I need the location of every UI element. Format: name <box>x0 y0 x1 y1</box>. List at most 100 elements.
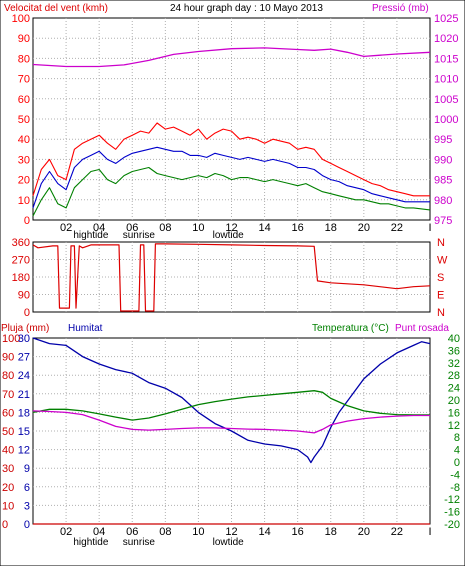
compass-y-tick: E <box>437 290 444 302</box>
temperature-y-tick: 12 <box>448 420 460 432</box>
humidity-y-tick: 3 <box>24 500 30 512</box>
time-tick-label: 16 <box>292 526 304 538</box>
wind-y-tick: 50 <box>18 114 30 126</box>
pressure-title: Pressió (mb) <box>372 3 429 14</box>
rain-y-tick: 70 <box>2 389 14 401</box>
wind-gust-line <box>32 122 430 197</box>
direction-y-tick: 270 <box>12 255 30 267</box>
time-tick-label: I <box>428 526 431 538</box>
direction-line <box>32 243 431 312</box>
time-tick-label: I <box>428 222 431 234</box>
pressure-y-tick: 995 <box>434 134 452 146</box>
time-tick-label: 04 <box>93 526 105 538</box>
wind-y-tick: 30 <box>18 154 30 166</box>
temperature-y-tick: 36 <box>448 345 460 357</box>
wind-title: Velocitat del vent (kmh) <box>4 3 108 14</box>
tide-label: hightide <box>73 230 108 241</box>
wind-y-tick: 60 <box>18 94 30 106</box>
time-tick-label: 02 <box>60 526 72 538</box>
humidity-y-tick: 21 <box>18 389 30 401</box>
wind-y-tick: 90 <box>18 33 30 45</box>
pressure-y-tick: 1025 <box>434 13 458 25</box>
graph-title: 24 hour graph day : 10 Mayo 2013 <box>170 3 323 14</box>
time-tick-label: 22 <box>391 526 403 538</box>
pressure-y-tick: 990 <box>434 154 452 166</box>
time-tick-label: 20 <box>358 526 370 538</box>
wind-y-tick: 20 <box>18 175 30 187</box>
rain-y-tick: 20 <box>2 482 14 494</box>
time-tick-label: 02 <box>60 222 72 234</box>
temperature-y-tick: 4 <box>454 445 460 457</box>
direction-y-tick: 360 <box>12 237 30 249</box>
dewpoint-label: Punt rosada <box>395 323 449 334</box>
tide-label: sunrise <box>123 537 156 548</box>
pressure-y-tick: 980 <box>434 195 452 207</box>
wind-y-tick: 40 <box>18 134 30 146</box>
time-tick-label: 14 <box>258 222 270 234</box>
rain-y-tick: 50 <box>2 426 14 438</box>
time-tick-label: 14 <box>258 526 270 538</box>
temperature-y-tick: 28 <box>448 370 460 382</box>
direction-y-tick: 180 <box>12 272 30 284</box>
pressure-line <box>32 47 431 68</box>
wind-y-tick: 0 <box>24 215 30 227</box>
time-tick-label: 12 <box>225 222 237 234</box>
pressure-y-tick: 1020 <box>434 33 458 45</box>
compass-y-tick: S <box>437 272 444 284</box>
wind-y-tick: 100 <box>12 13 30 25</box>
temperature-y-tick: -8 <box>450 482 460 494</box>
rain-y-tick: 0 <box>2 519 8 531</box>
direction-y-tick: 0 <box>24 307 30 319</box>
humidity-y-tick: 24 <box>18 370 30 382</box>
time-tick-label: 18 <box>325 222 337 234</box>
humidity-label: Humitat <box>68 323 103 334</box>
time-tick-label: 04 <box>93 222 105 234</box>
wind-y-tick: 70 <box>18 74 30 86</box>
tide-label: lowtide <box>213 230 245 241</box>
rain-label: Pluja (mm) <box>1 323 49 334</box>
time-tick-label: 10 <box>192 222 204 234</box>
rain-y-tick: 80 <box>2 370 14 382</box>
rain-y-tick: 60 <box>2 407 14 419</box>
humidity-y-tick: 0 <box>24 519 30 531</box>
tide-label: sunrise <box>123 230 156 241</box>
pressure-y-tick: 975 <box>434 215 452 227</box>
rain-y-tick: 40 <box>2 445 14 457</box>
pressure-y-tick: 1005 <box>434 94 458 106</box>
temperature-y-tick: -4 <box>450 469 460 481</box>
humidity-y-tick: 9 <box>24 463 30 475</box>
time-tick-label: 12 <box>225 526 237 538</box>
humidity-line <box>32 337 431 464</box>
humidity-y-tick: 18 <box>18 407 30 419</box>
compass-y-tick: W <box>437 255 448 267</box>
wind-low-line <box>32 166 431 217</box>
temperature-y-tick: -16 <box>444 507 460 519</box>
time-tick-label: 22 <box>391 222 403 234</box>
pressure-y-tick: 1015 <box>434 53 458 65</box>
time-tick-label: 06 <box>126 526 138 538</box>
time-tick-label: 20 <box>358 222 370 234</box>
temperature-y-tick: 20 <box>448 395 460 407</box>
chart-layers: 0102030405060708090100975980985990995100… <box>2 13 460 548</box>
compass-y-tick: N <box>437 237 445 249</box>
pressure-y-tick: 1010 <box>434 74 458 86</box>
time-tick-label: 08 <box>159 222 171 234</box>
temperature-y-tick: 0 <box>454 457 460 469</box>
wind-y-tick: 80 <box>18 53 30 65</box>
temperature-y-tick: 24 <box>448 383 460 395</box>
wind-avg-line <box>32 146 430 209</box>
wind-y-tick: 10 <box>18 195 30 207</box>
rain-y-tick: 10 <box>2 500 14 512</box>
time-tick-label: 08 <box>159 526 171 538</box>
temperature-label: Temperatura (°C) <box>312 323 389 334</box>
direction-y-tick: 90 <box>18 290 30 302</box>
temperature-y-tick: 8 <box>454 432 460 444</box>
temperature-line <box>32 390 430 421</box>
dewpoint-line <box>32 410 430 434</box>
humidity-y-tick: 15 <box>18 426 30 438</box>
humidity-y-tick: 12 <box>18 445 30 457</box>
humidity-y-tick: 27 <box>18 352 30 364</box>
humidity-y-tick: 6 <box>24 482 30 494</box>
temperature-y-tick: -12 <box>444 494 460 506</box>
